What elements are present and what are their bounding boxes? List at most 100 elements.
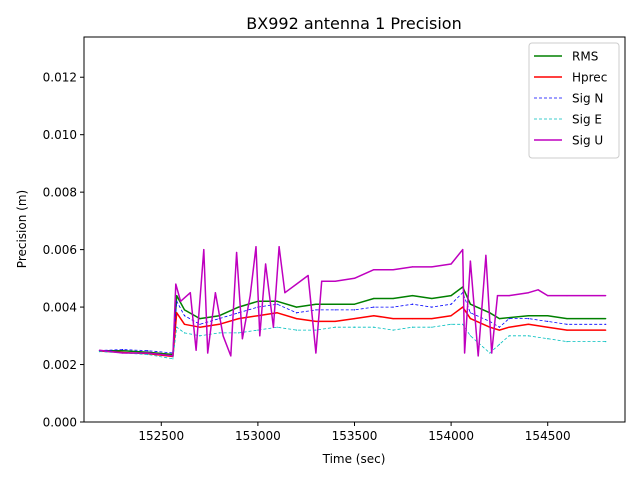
data-point xyxy=(276,300,278,302)
data-point xyxy=(462,249,464,251)
data-point xyxy=(508,326,510,328)
data-point xyxy=(353,277,356,279)
data-point xyxy=(566,295,568,297)
data-point xyxy=(122,349,124,351)
data-point xyxy=(315,320,317,322)
data-point xyxy=(353,303,356,305)
data-point xyxy=(315,303,317,305)
data-point xyxy=(272,326,274,328)
series-line-rms xyxy=(99,286,606,356)
legend-label: RMS xyxy=(572,50,598,64)
data-point xyxy=(411,318,414,320)
data-point xyxy=(238,332,240,334)
data-point xyxy=(373,306,375,308)
data-point xyxy=(307,274,309,277)
data-point xyxy=(373,315,375,317)
data-point xyxy=(498,343,500,345)
data-point xyxy=(431,306,433,308)
chart-title: BX992 antenna 1 Precision xyxy=(246,14,461,33)
data-point xyxy=(477,355,479,357)
data-point xyxy=(498,318,500,320)
data-point xyxy=(199,326,201,328)
x-tick-label: 152500 xyxy=(138,429,184,443)
data-point xyxy=(334,309,336,311)
data-point xyxy=(321,280,323,282)
data-point xyxy=(373,269,375,271)
data-point xyxy=(411,295,414,297)
data-point xyxy=(411,303,414,305)
data-point xyxy=(122,352,124,354)
data-point xyxy=(238,306,240,308)
y-tick-label: 0.012 xyxy=(43,71,77,85)
data-point xyxy=(469,312,471,314)
data-point xyxy=(464,352,466,354)
data-point xyxy=(411,326,414,328)
legend-label: Hprec xyxy=(572,71,607,85)
data-point xyxy=(180,300,182,302)
data-point xyxy=(175,283,177,285)
series-line-sig-u xyxy=(99,245,606,357)
data-point xyxy=(241,338,243,340)
data-point xyxy=(547,320,549,322)
data-point xyxy=(249,295,251,297)
data-point xyxy=(278,246,280,248)
data-point xyxy=(334,326,336,328)
y-tick-label: 0.000 xyxy=(43,416,77,430)
data-point xyxy=(315,329,317,331)
data-point xyxy=(450,303,452,305)
data-point xyxy=(230,355,232,357)
legend-label: Sig N xyxy=(572,92,603,106)
data-point xyxy=(295,312,298,314)
legend-box xyxy=(528,42,620,159)
data-point xyxy=(605,295,607,297)
data-point xyxy=(172,355,174,357)
data-point xyxy=(373,326,375,328)
data-point xyxy=(353,318,356,320)
data-point xyxy=(257,329,259,331)
data-point xyxy=(489,352,491,354)
data-point xyxy=(98,351,101,353)
y-tick-label: 0.006 xyxy=(43,243,77,257)
data-point xyxy=(537,289,539,291)
data-point xyxy=(199,335,201,337)
data-point xyxy=(450,295,452,297)
data-point xyxy=(392,318,394,320)
data-point xyxy=(147,352,149,354)
data-point xyxy=(527,323,530,325)
data-point xyxy=(218,332,220,334)
data-point xyxy=(295,318,298,320)
legend-label: Sig E xyxy=(572,113,602,127)
data-point xyxy=(276,312,278,314)
data-point xyxy=(315,352,317,354)
data-point xyxy=(176,300,178,302)
data-point xyxy=(259,335,261,337)
data-point xyxy=(176,312,178,314)
data-point xyxy=(469,335,471,337)
data-point xyxy=(508,335,510,337)
y-tick-label: 0.010 xyxy=(43,128,77,142)
data-point xyxy=(491,352,493,354)
data-point xyxy=(276,326,278,328)
data-point xyxy=(566,341,568,343)
data-point xyxy=(183,309,186,311)
data-point xyxy=(605,323,607,325)
data-point xyxy=(527,315,530,317)
data-point xyxy=(496,295,499,297)
data-point xyxy=(255,246,257,248)
data-point xyxy=(172,358,174,360)
data-point xyxy=(431,297,433,300)
data-point xyxy=(566,318,568,320)
x-tick-label: 154500 xyxy=(525,429,571,443)
data-point xyxy=(450,263,452,265)
plot-area-frame xyxy=(83,36,626,423)
data-point xyxy=(392,329,394,331)
data-point xyxy=(392,306,394,308)
y-tick-label: 0.002 xyxy=(43,358,77,372)
data-point xyxy=(98,349,101,351)
data-point xyxy=(334,320,336,322)
y-tick-label: 0.008 xyxy=(43,186,77,200)
data-point xyxy=(183,332,186,334)
data-point xyxy=(566,329,568,331)
data-point xyxy=(527,335,530,337)
